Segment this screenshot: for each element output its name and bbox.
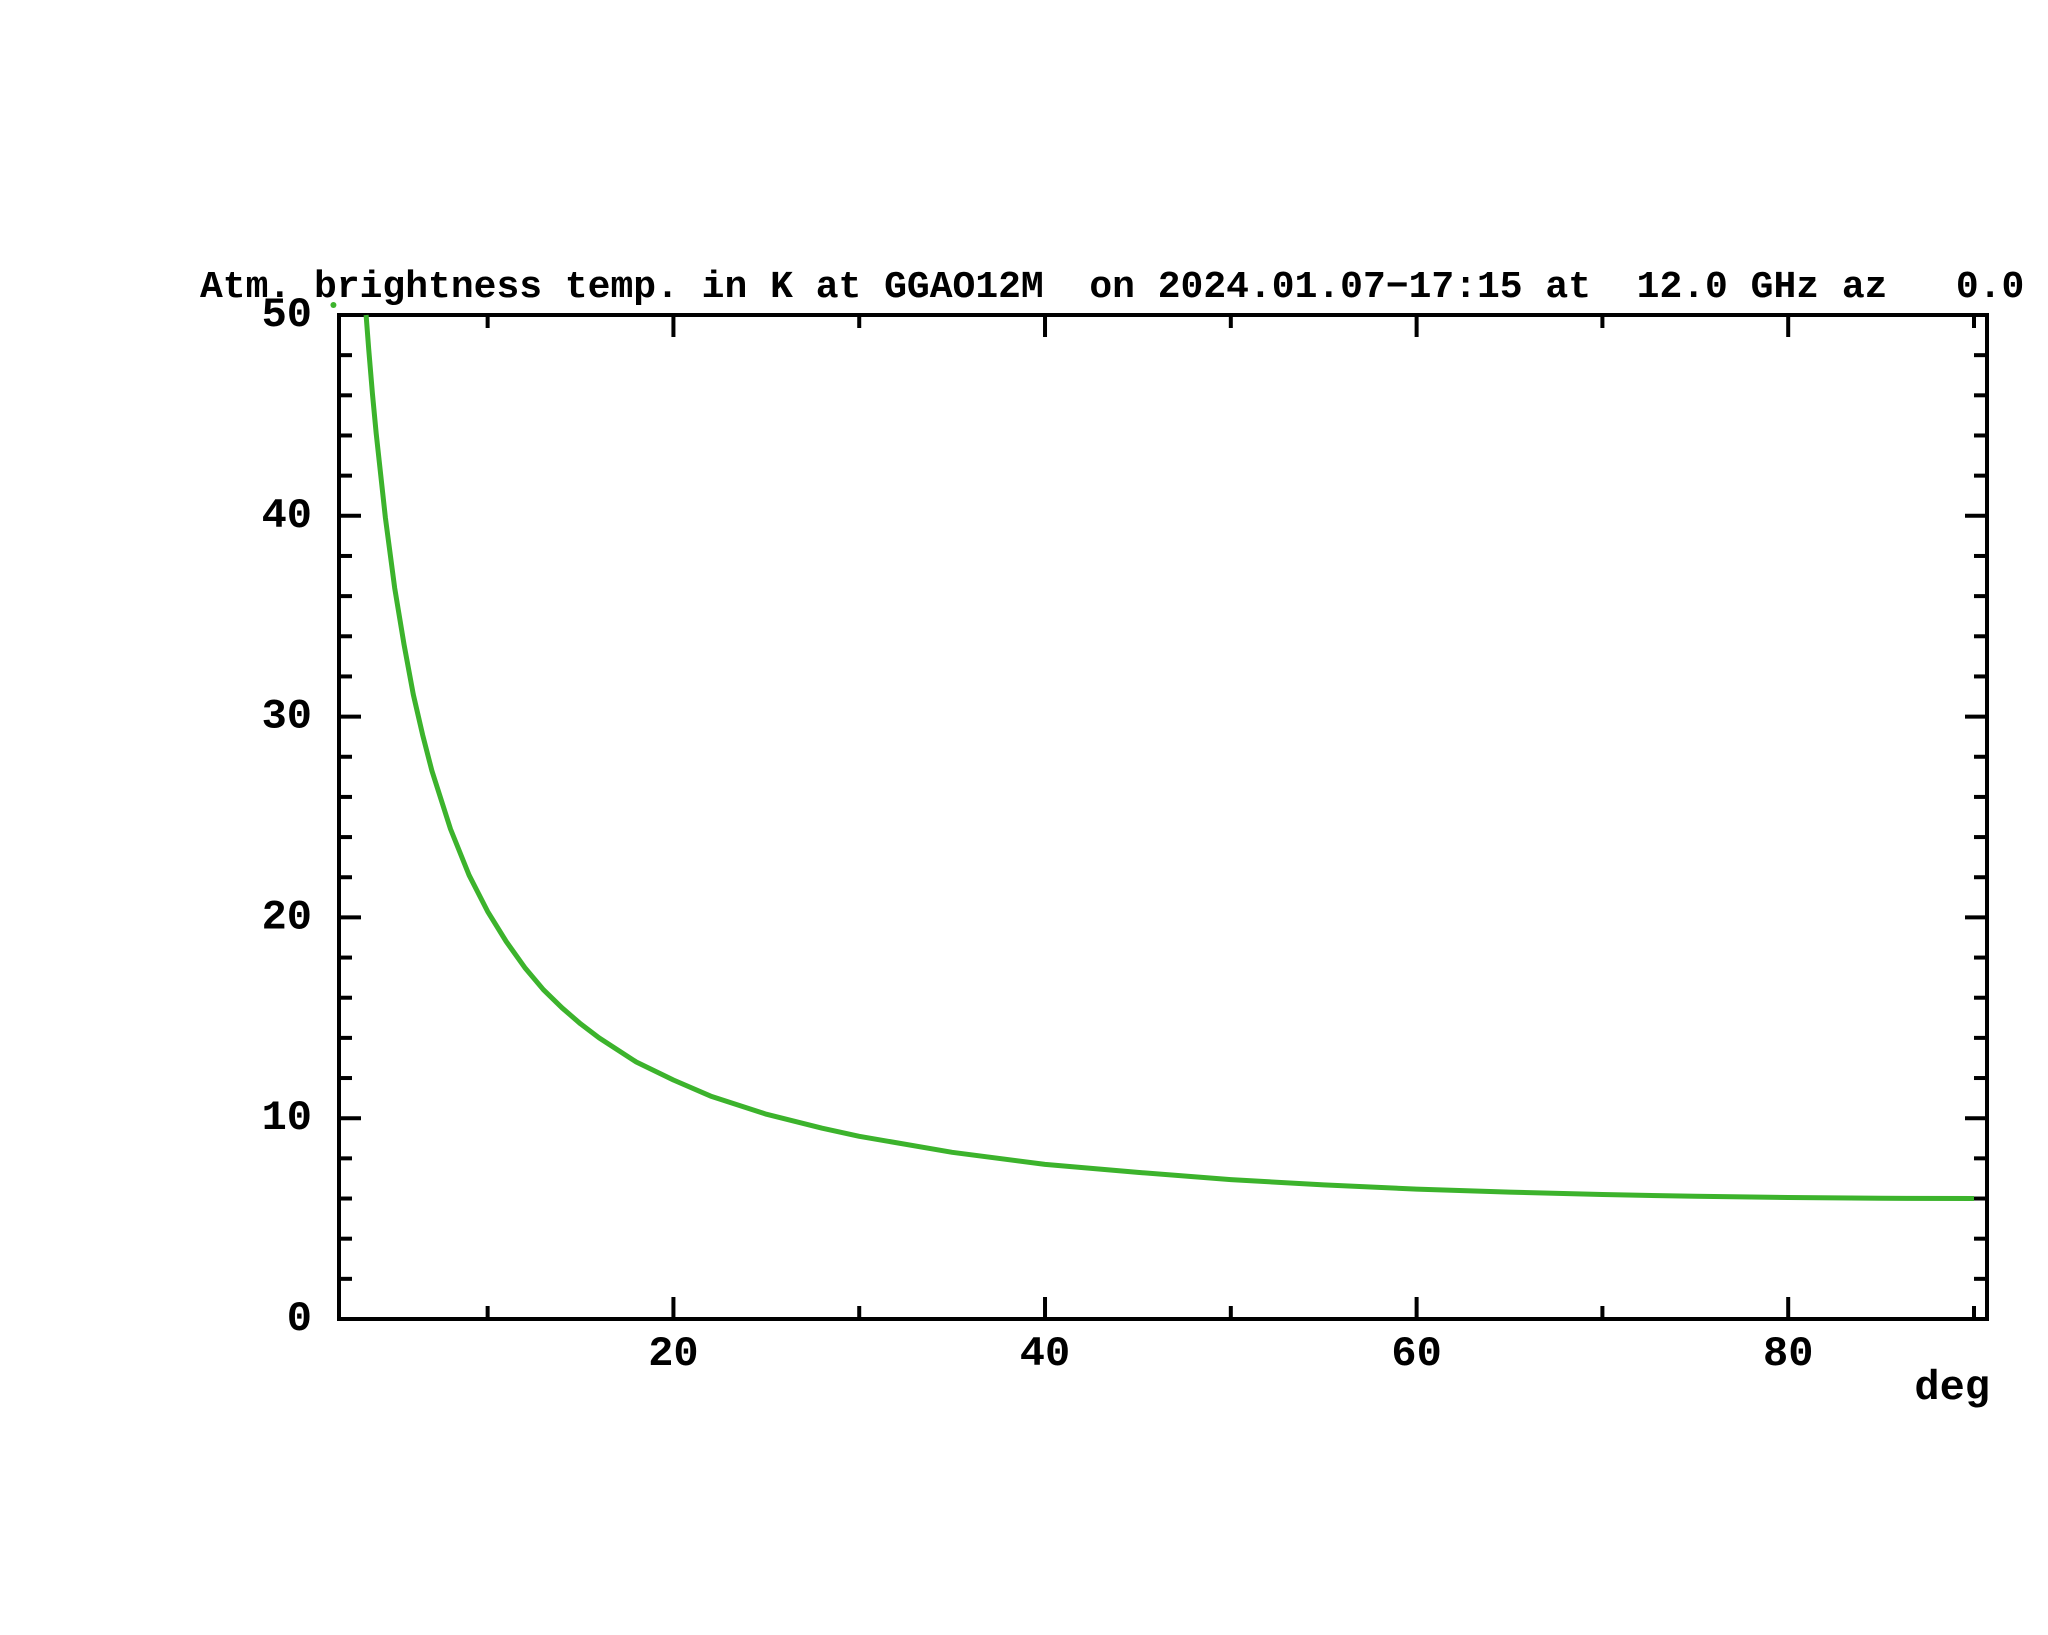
x-tick-label: 60 [1391, 1330, 1441, 1378]
y-tick-label: 0 [287, 1295, 312, 1343]
chart-title: Atm. brightness temp. in K at GGAO12M on… [200, 266, 2025, 309]
x-tick-label: 40 [1020, 1330, 1070, 1378]
curve-start-dot [330, 301, 337, 308]
y-tick-label: 40 [262, 492, 312, 540]
x-axis-unit-label: deg [1914, 1364, 1990, 1412]
y-tick-label: 20 [262, 893, 312, 941]
y-tick-label: 50 [262, 291, 312, 339]
y-tick-label: 30 [262, 693, 312, 741]
y-tick-label: 10 [262, 1094, 312, 1142]
plot-box [337, 313, 1989, 1321]
series-line [363, 314, 1975, 1201]
x-tick-label: 20 [648, 1330, 698, 1378]
x-tick-label: 80 [1763, 1330, 1813, 1378]
